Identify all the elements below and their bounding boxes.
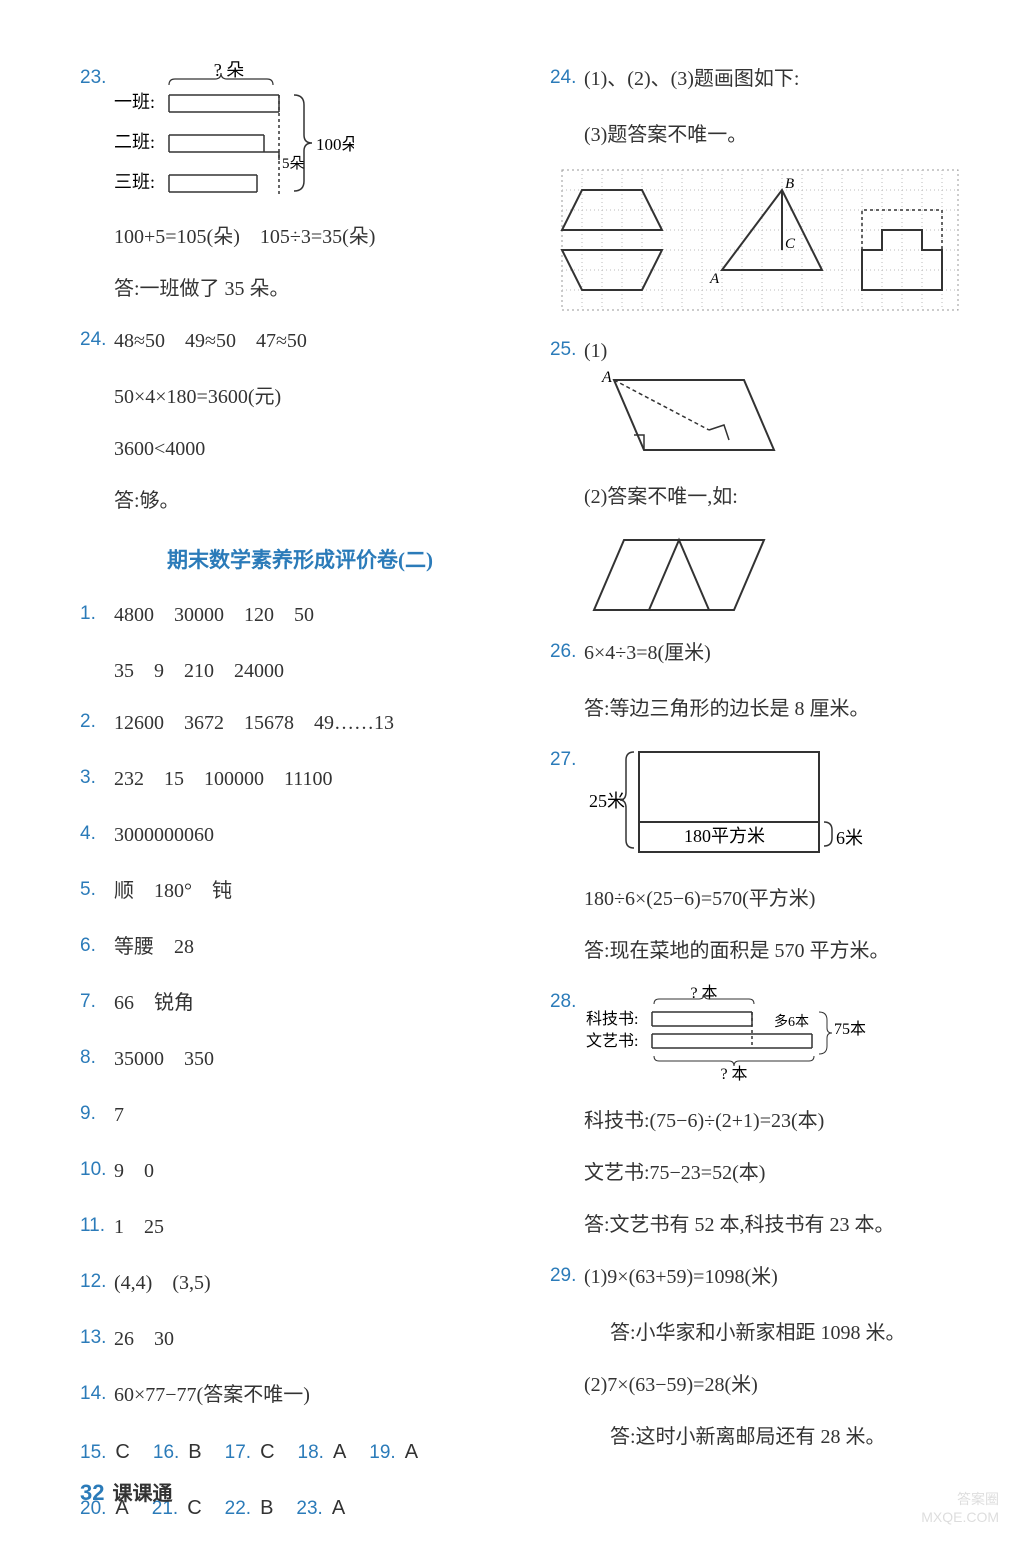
a-body: 66 锐角 [114, 984, 520, 1022]
r25-fig2 [584, 530, 969, 620]
svg-text:一班:: 一班: [114, 92, 155, 112]
section-title: 期末数学素养形成评价卷(二) [80, 544, 520, 574]
q23-l1: 100+5=105(朵) 105÷3=35(朵) [114, 218, 520, 256]
page-footer: 32课课通 [80, 1477, 172, 1506]
q23-l2: 答:一班做了 35 朵。 [114, 270, 520, 308]
r24-l2: (3)题答案不唯一。 [584, 116, 969, 154]
watermark: 答案圈 MXQE.COM [921, 1490, 999, 1526]
r28-l3: 答:文艺书有 52 本,科技书有 23 本。 [584, 1206, 969, 1244]
a-num: 12. [80, 1264, 114, 1302]
svg-text:三班:: 三班: [114, 172, 155, 192]
svg-text:? 朵: ? 朵 [214, 60, 245, 80]
a-num: 4. [80, 816, 114, 854]
q24-l4: 答:够。 [114, 482, 520, 520]
svg-text:? 本: ? 本 [720, 1065, 747, 1083]
r24-l1: (1)、(2)、(3)题画图如下: [584, 60, 969, 98]
r27-fig: 25米 180平方米 6米 [584, 742, 969, 862]
svg-text:75本: 75本 [834, 1020, 866, 1038]
q-num: 24. [550, 60, 584, 98]
a-body: 3000000060 [114, 816, 520, 854]
r25-p2: (2)答案不唯一,如: [584, 478, 969, 516]
svg-text:多6本: 多6本 [774, 1013, 809, 1030]
q-num: 29. [550, 1258, 584, 1296]
a-num: 6. [80, 928, 114, 966]
a-num: 3. [80, 760, 114, 798]
svg-text:25米: 25米 [589, 791, 625, 811]
svg-text:二班:: 二班: [114, 132, 155, 152]
a-body: 1 25 [114, 1208, 520, 1246]
a-num: 11. [80, 1208, 114, 1246]
a-body: 9 0 [114, 1152, 520, 1190]
r28-fig: ? 本 科技书: 文艺书: 多6本 75本 ? 本 [584, 984, 969, 1084]
r25: (1) A [584, 332, 969, 460]
a-body: 等腰 28 [114, 928, 520, 966]
svg-text:6米: 6米 [836, 828, 863, 848]
r29-l4: 答:这时小新离邮局还有 28 米。 [610, 1418, 969, 1456]
a-num: 13. [80, 1320, 114, 1358]
a-body: 4800 30000 120 50 [114, 596, 520, 634]
svg-text:A: A [709, 271, 720, 287]
a-num: 8. [80, 1040, 114, 1078]
a-body: 7 [114, 1096, 520, 1134]
q-num: 24. [80, 322, 114, 360]
r24-grid: B C A [560, 168, 969, 318]
svg-text:A: A [601, 370, 612, 386]
q-num: 25. [550, 332, 584, 460]
mc-row-1: 15. C 16. B 17. C 18. A 19. A [80, 1432, 520, 1472]
r28-l1: 科技书:(75−6)÷(2+1)=23(本) [584, 1102, 969, 1140]
q-num: 23. [80, 60, 114, 200]
a-num: 7. [80, 984, 114, 1022]
r27-l1: 180÷6×(25−6)=570(平方米) [584, 880, 969, 918]
a-body: 60×77−77(答案不唯一) [114, 1376, 520, 1414]
r29-l1: (1)9×(63+59)=1098(米) [584, 1258, 969, 1296]
a-body: 12600 3672 15678 49……13 [114, 704, 520, 742]
r29-l3: (2)7×(63−59)=28(米) [584, 1366, 969, 1404]
q-num: 28. [550, 984, 584, 1084]
svg-text:文艺书:: 文艺书: [586, 1032, 638, 1050]
r29-l2: 答:小华家和小新家相距 1098 米。 [610, 1314, 969, 1352]
a-body: 35 9 210 24000 [114, 652, 520, 690]
svg-text:科技书:: 科技书: [586, 1010, 638, 1028]
a-body: 232 15 100000 11100 [114, 760, 520, 798]
r26-l2: 答:等边三角形的边长是 8 厘米。 [584, 690, 969, 728]
a-num: 2. [80, 704, 114, 742]
svg-text:C: C [785, 236, 796, 252]
a-num: 9. [80, 1096, 114, 1134]
q24-l2: 50×4×180=3600(元) [114, 378, 520, 416]
a-num: 5. [80, 872, 114, 910]
svg-text:B: B [785, 176, 794, 192]
q-num: 27. [550, 742, 584, 862]
q-num: 26. [550, 634, 584, 672]
a-num: 10. [80, 1152, 114, 1190]
r28-l2: 文艺书:75−23=52(本) [584, 1154, 969, 1192]
q24-l1: 48≈50 49≈50 47≈50 [114, 322, 520, 360]
a-num: 1. [80, 596, 114, 634]
a-body: (4,4) (3,5) [114, 1264, 520, 1302]
q23-diagram: ? 朵 一班: 二班: 三班: [114, 60, 520, 200]
a-body: 26 30 [114, 1320, 520, 1358]
r26-l1: 6×4÷3=8(厘米) [584, 634, 969, 672]
a-body: 顺 180° 钝 [114, 872, 520, 910]
r27-l2: 答:现在菜地的面积是 570 平方米。 [584, 932, 969, 970]
q24-l3: 3600<4000 [114, 430, 520, 468]
svg-text:5朵: 5朵 [282, 155, 305, 172]
a-num: 14. [80, 1376, 114, 1414]
svg-text:180平方米: 180平方米 [684, 826, 765, 846]
svg-text:100朵: 100朵 [316, 135, 354, 154]
a-body: 35000 350 [114, 1040, 520, 1078]
